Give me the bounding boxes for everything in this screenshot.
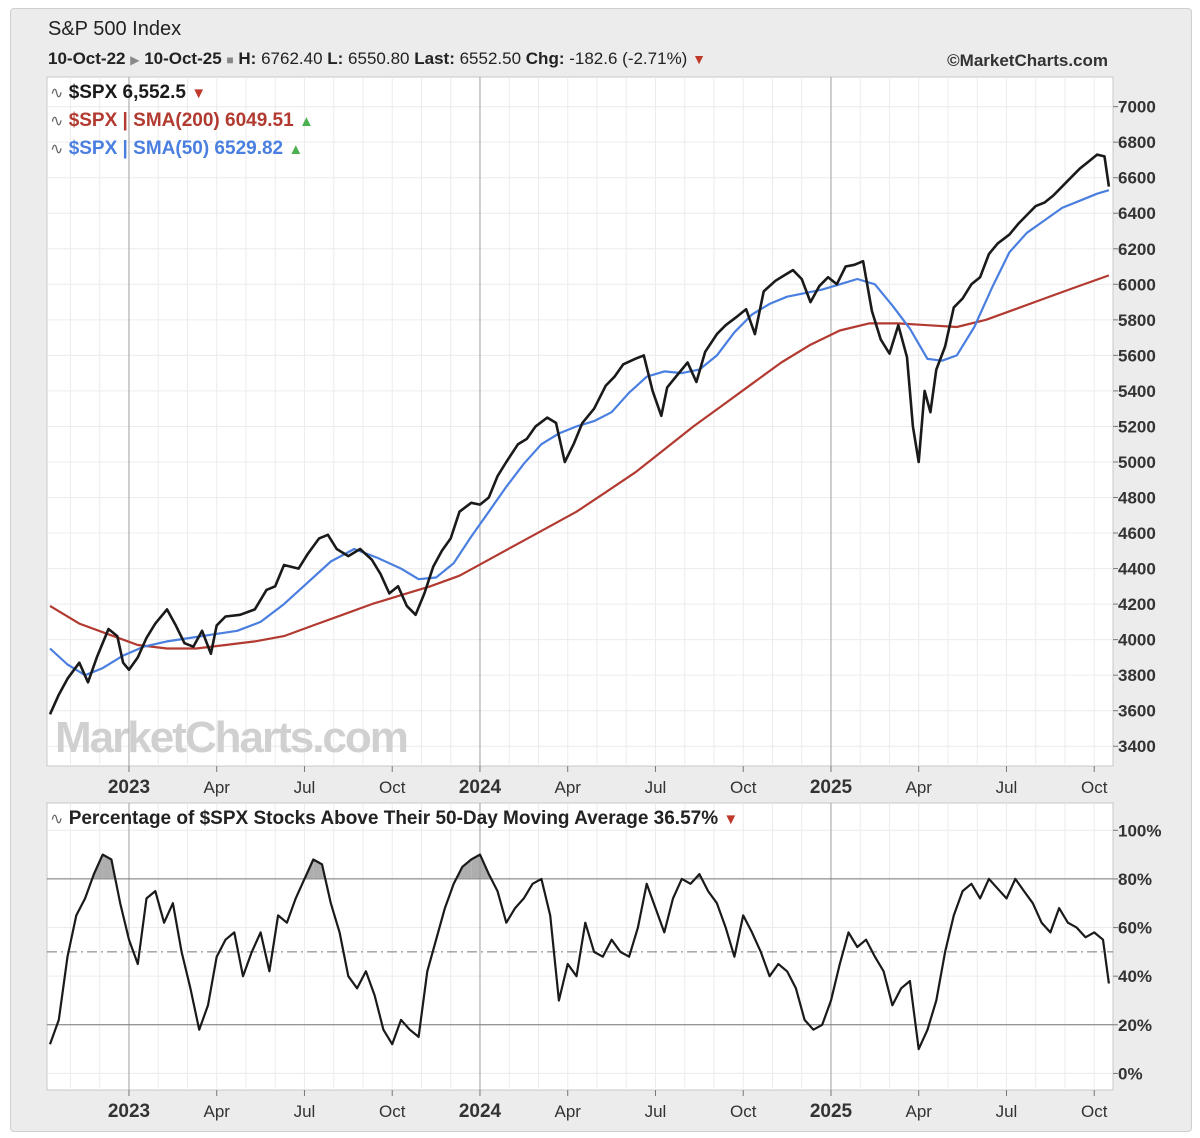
legend-sma200: ∿ $SPX | SMA(200) 6049.51 ▲ (50, 110, 314, 132)
breadth-ytick-label: 60% (1118, 919, 1152, 938)
high-value: 6762.40 (261, 49, 323, 68)
overbought-fill (471, 854, 480, 879)
range-end: 10-Oct-25 (144, 49, 222, 68)
price-xtick-label: Oct (379, 778, 406, 797)
chg-label: Chg: (525, 49, 565, 68)
price-summary: 10-Oct-22 ▶ 10-Oct-25 ■ H: 6762.40 L: 65… (48, 49, 706, 69)
price-ytick-label: 4800 (1118, 489, 1156, 508)
low-value: 6550.80 (348, 49, 410, 68)
breadth-xtick-label: Jul (294, 1102, 316, 1121)
breadth-xtick-label: Oct (1081, 1102, 1108, 1121)
price-ytick-label: 6800 (1118, 133, 1156, 152)
last-value: 6552.50 (459, 49, 522, 68)
series-line-spx (48, 153, 1111, 715)
series-line-sma200 (49, 274, 1110, 650)
price-xtick-label: Jul (996, 778, 1018, 797)
up-arrow-icon: ▲ (288, 141, 304, 158)
price-xtick-label: Apr (905, 778, 932, 797)
breadth-ytick-label: 100% (1118, 821, 1161, 840)
up-arrow-icon: ▲ (298, 113, 314, 130)
breadth-xtick-label: Apr (905, 1102, 932, 1121)
down-arrow-icon: ▼ (692, 51, 706, 67)
price-ytick-label: 6000 (1118, 275, 1156, 294)
price-xtick-label: 2025 (810, 777, 853, 798)
line-icon: ∿ (50, 113, 64, 130)
breadth-plot-area (46, 802, 1114, 1091)
breadth-xtick-label: Apr (203, 1102, 230, 1121)
breadth-xtick-label: Oct (379, 1102, 406, 1121)
price-xtick-label: Apr (554, 778, 581, 797)
breadth-xtick-label: Oct (730, 1102, 757, 1121)
price-ytick-label: 6600 (1118, 169, 1156, 188)
price-ytick-label: 4400 (1118, 560, 1156, 579)
down-arrow-icon: ▼ (723, 811, 739, 828)
last-label: Last: (414, 49, 455, 68)
line-icon: ∿ (50, 141, 64, 158)
breadth-xtick-label: Jul (996, 1102, 1018, 1121)
legend-sma200-label: $SPX | SMA(200) 6049.51 (68, 110, 294, 131)
price-ytick-label: 5600 (1118, 346, 1156, 365)
price-plot-area (46, 76, 1114, 767)
breadth-ytick-label: 40% (1118, 967, 1152, 986)
breadth-ytick-label: 80% (1118, 870, 1152, 889)
legend-sma50: ∿ $SPX | SMA(50) 6529.82 ▲ (50, 138, 303, 160)
breadth-xtick-label: 2025 (810, 1101, 853, 1122)
legend-price-label: $SPX 6,552.5 (68, 82, 186, 103)
legend-breadth: ∿ Percentage of $SPX Stocks Above Their … (50, 808, 738, 830)
legend-sma50-label: $SPX | SMA(50) 6529.82 (68, 138, 284, 159)
price-ytick-label: 3800 (1118, 666, 1156, 685)
price-ytick-label: 4000 (1118, 631, 1156, 650)
price-ytick-label: 5200 (1118, 417, 1156, 436)
breadth-ytick-label: 0% (1118, 1064, 1143, 1083)
price-ytick-label: 3600 (1118, 702, 1156, 721)
price-xtick-label: Jul (645, 778, 667, 797)
high-label: H: (238, 49, 257, 68)
chart-title: S&P 500 Index (48, 18, 182, 40)
line-icon: ∿ (50, 811, 64, 828)
series-line-sma50 (49, 189, 1110, 677)
price-ytick-label: 5800 (1118, 311, 1156, 330)
price-ytick-label: 5000 (1118, 453, 1156, 472)
price-ytick-label: 7000 (1118, 98, 1156, 117)
price-xtick-label: 2023 (108, 777, 150, 798)
low-label: L: (327, 49, 344, 68)
down-arrow-icon: ▼ (191, 85, 207, 102)
watermark-logo: MarketCharts.com (55, 713, 407, 762)
range-start: 10-Oct-22 (48, 49, 126, 68)
legend-breadth-label: Percentage of $SPX Stocks Above Their 50… (68, 808, 719, 829)
overbought-fill (102, 854, 112, 879)
price-ytick-label: 4200 (1118, 595, 1156, 614)
price-xtick-label: 2024 (459, 777, 502, 798)
price-xtick-label: Jul (294, 778, 316, 797)
credit-label: ©MarketCharts.com (947, 51, 1108, 70)
breadth-xtick-label: 2024 (459, 1101, 502, 1122)
range-arrow-icon: ▶ (130, 53, 140, 67)
price-ytick-label: 4600 (1118, 524, 1156, 543)
breadth-xtick-label: 2023 (108, 1101, 150, 1122)
overbought-fill (462, 859, 472, 879)
series-line-breadth (48, 853, 1110, 1051)
breadth-ytick-label: 20% (1118, 1016, 1152, 1035)
price-ytick-label: 6200 (1118, 240, 1156, 259)
breadth-xtick-label: Jul (645, 1102, 667, 1121)
price-xtick-label: Oct (1081, 778, 1108, 797)
price-ytick-label: 5400 (1118, 382, 1156, 401)
price-ytick-label: 6400 (1118, 204, 1156, 223)
legend-price: ∿ $SPX 6,552.5 ▼ (50, 82, 206, 104)
price-ytick-label: 3400 (1118, 737, 1156, 756)
line-icon: ∿ (50, 85, 64, 102)
price-xtick-label: Apr (203, 778, 230, 797)
price-xtick-label: Oct (730, 778, 757, 797)
breadth-xtick-label: Apr (554, 1102, 581, 1121)
range-square-icon: ■ (226, 53, 234, 67)
chg-value: -182.6 (-2.71%) (569, 49, 688, 68)
